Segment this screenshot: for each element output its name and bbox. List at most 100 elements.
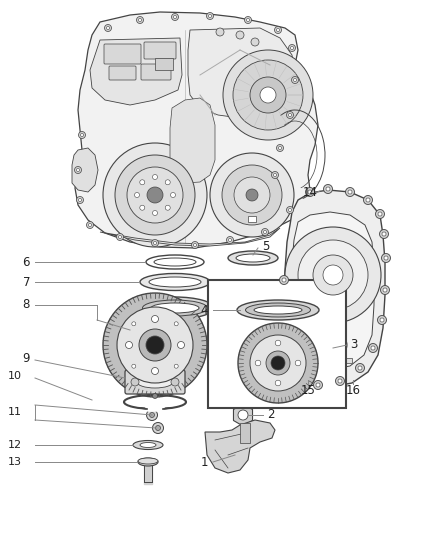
Circle shape <box>260 87 276 103</box>
Ellipse shape <box>236 254 270 262</box>
FancyBboxPatch shape <box>104 44 141 64</box>
Circle shape <box>295 360 301 366</box>
Text: 5: 5 <box>262 240 269 254</box>
Circle shape <box>384 256 388 260</box>
Text: 6: 6 <box>22 255 30 269</box>
Circle shape <box>77 197 84 204</box>
Circle shape <box>275 27 282 34</box>
Circle shape <box>293 78 297 82</box>
Circle shape <box>238 410 248 420</box>
Circle shape <box>81 133 84 136</box>
Circle shape <box>140 180 145 185</box>
Circle shape <box>177 342 184 349</box>
Circle shape <box>293 376 303 384</box>
Circle shape <box>222 165 282 225</box>
Circle shape <box>261 229 268 236</box>
Circle shape <box>147 187 163 203</box>
Polygon shape <box>283 190 385 387</box>
Circle shape <box>229 238 232 241</box>
Circle shape <box>285 363 289 367</box>
Circle shape <box>273 174 276 176</box>
Ellipse shape <box>228 251 278 265</box>
Circle shape <box>208 14 212 18</box>
Ellipse shape <box>140 273 210 290</box>
Polygon shape <box>291 212 374 370</box>
Circle shape <box>105 25 112 31</box>
Circle shape <box>380 318 384 322</box>
Circle shape <box>250 335 306 391</box>
Ellipse shape <box>301 333 339 357</box>
Circle shape <box>366 198 370 202</box>
Circle shape <box>152 239 159 246</box>
FancyBboxPatch shape <box>109 66 136 80</box>
Circle shape <box>375 209 385 219</box>
Circle shape <box>152 174 158 180</box>
Circle shape <box>272 172 279 179</box>
Circle shape <box>132 322 136 326</box>
Circle shape <box>314 381 322 390</box>
Circle shape <box>298 240 368 310</box>
Text: 14: 14 <box>303 185 318 198</box>
Text: 10: 10 <box>8 371 22 381</box>
Circle shape <box>348 190 352 194</box>
Circle shape <box>282 278 286 282</box>
Circle shape <box>236 31 244 39</box>
Circle shape <box>103 293 207 397</box>
Circle shape <box>276 28 279 31</box>
Ellipse shape <box>138 458 158 464</box>
Circle shape <box>152 393 158 399</box>
Circle shape <box>275 340 281 346</box>
Circle shape <box>266 351 290 375</box>
Circle shape <box>88 223 92 227</box>
Circle shape <box>149 413 155 417</box>
Ellipse shape <box>246 303 311 317</box>
Text: 15: 15 <box>300 384 315 397</box>
Ellipse shape <box>140 442 156 448</box>
Polygon shape <box>100 228 280 246</box>
Polygon shape <box>188 28 295 118</box>
Text: 2: 2 <box>267 408 275 422</box>
Circle shape <box>246 189 258 201</box>
Circle shape <box>285 227 381 323</box>
Text: 1: 1 <box>201 456 208 469</box>
Circle shape <box>152 211 158 215</box>
Ellipse shape <box>146 255 204 269</box>
Circle shape <box>234 177 270 213</box>
Bar <box>292 358 352 363</box>
Ellipse shape <box>145 405 165 411</box>
Ellipse shape <box>254 306 302 314</box>
Circle shape <box>358 366 362 370</box>
Circle shape <box>127 167 183 223</box>
Circle shape <box>226 237 233 244</box>
Circle shape <box>371 346 375 350</box>
Circle shape <box>152 316 159 322</box>
Circle shape <box>364 196 372 205</box>
Circle shape <box>165 180 170 185</box>
Circle shape <box>381 286 389 295</box>
Circle shape <box>77 168 80 172</box>
Circle shape <box>247 19 250 21</box>
Text: 3: 3 <box>350 338 357 351</box>
Circle shape <box>137 17 144 23</box>
Circle shape <box>264 230 266 233</box>
Circle shape <box>233 60 303 130</box>
Circle shape <box>283 360 292 369</box>
Circle shape <box>381 254 391 262</box>
Circle shape <box>210 153 294 237</box>
Circle shape <box>206 12 213 20</box>
Circle shape <box>170 192 176 198</box>
Text: 9: 9 <box>22 351 30 365</box>
Circle shape <box>78 132 85 139</box>
Circle shape <box>296 378 300 382</box>
Text: 16: 16 <box>346 384 360 397</box>
Ellipse shape <box>142 300 208 316</box>
Circle shape <box>286 206 293 214</box>
FancyBboxPatch shape <box>141 64 171 80</box>
Bar <box>208 280 346 408</box>
Circle shape <box>336 376 345 385</box>
Circle shape <box>383 288 387 292</box>
Polygon shape <box>205 420 275 473</box>
Circle shape <box>86 222 93 229</box>
Circle shape <box>290 46 293 50</box>
Ellipse shape <box>293 327 347 363</box>
